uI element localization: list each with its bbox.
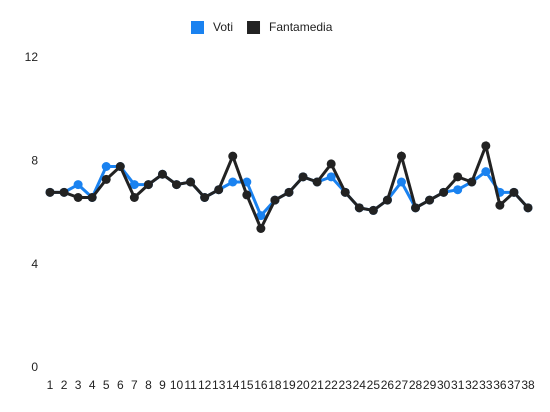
x-tick-label: 26 xyxy=(381,378,395,392)
x-tick-label: 21 xyxy=(310,378,324,392)
x-tick-label: 37 xyxy=(507,378,521,392)
data-point xyxy=(396,177,406,187)
data-point xyxy=(411,203,421,213)
data-point xyxy=(368,205,378,215)
data-point xyxy=(228,177,238,187)
x-tick-label: 36 xyxy=(493,378,507,392)
x-tick-label: 20 xyxy=(296,378,310,392)
data-point xyxy=(453,185,463,195)
data-point xyxy=(172,180,182,190)
data-point xyxy=(200,193,210,202)
y-tick-label: 4 xyxy=(31,257,38,271)
data-point xyxy=(453,172,463,182)
data-point xyxy=(270,195,280,205)
x-tick-label: 7 xyxy=(131,378,138,392)
x-tick-label: 19 xyxy=(282,378,296,392)
data-point xyxy=(73,180,83,190)
data-point xyxy=(425,195,435,205)
data-point xyxy=(59,187,69,197)
data-point xyxy=(129,180,139,190)
data-point xyxy=(396,151,406,161)
legend-label: Fantamedia xyxy=(269,20,333,34)
x-tick-label: 23 xyxy=(339,378,353,392)
x-tick-label: 28 xyxy=(409,378,423,392)
data-point xyxy=(256,211,266,221)
data-point xyxy=(228,151,238,161)
legend-label: Voti xyxy=(213,20,233,34)
x-tick-label: 38 xyxy=(521,378,535,392)
data-point xyxy=(242,177,252,187)
x-tick-label: 12 xyxy=(198,378,212,392)
data-point xyxy=(256,224,266,233)
x-tick-label: 3 xyxy=(75,378,82,392)
data-point xyxy=(45,187,55,197)
data-point xyxy=(298,172,308,182)
y-tick-label: 8 xyxy=(31,154,38,168)
x-tick-label: 4 xyxy=(89,378,96,392)
x-tick-label: 1 xyxy=(47,378,54,392)
x-tick-label: 30 xyxy=(437,378,451,392)
data-point xyxy=(284,187,294,197)
data-point xyxy=(115,162,125,171)
x-tick-label: 18 xyxy=(268,378,282,392)
data-point xyxy=(495,200,505,210)
data-point xyxy=(101,162,111,171)
x-tick-label: 31 xyxy=(451,378,465,392)
data-point xyxy=(186,177,196,187)
data-point xyxy=(354,203,364,213)
x-tick-label: 8 xyxy=(145,378,152,392)
y-tick-label: 12 xyxy=(25,50,39,64)
x-tick-label: 2 xyxy=(61,378,68,392)
data-point xyxy=(312,177,322,187)
y-tick-label: 0 xyxy=(31,360,38,374)
x-tick-label: 29 xyxy=(423,378,437,392)
data-point xyxy=(143,180,153,190)
x-tick-label: 13 xyxy=(212,378,226,392)
data-point xyxy=(439,187,449,197)
data-point xyxy=(157,169,167,179)
data-point xyxy=(382,195,392,205)
x-tick-label: 27 xyxy=(395,378,409,392)
data-point xyxy=(481,141,491,151)
data-point xyxy=(73,193,83,202)
data-point xyxy=(509,187,519,197)
x-tick-label: 24 xyxy=(353,378,367,392)
x-tick-label: 16 xyxy=(254,378,268,392)
x-tick-label: 6 xyxy=(117,378,124,392)
data-point xyxy=(87,193,97,202)
data-point xyxy=(101,174,111,184)
data-point xyxy=(214,185,224,195)
x-tick-label: 9 xyxy=(159,378,166,392)
data-point xyxy=(467,177,477,187)
legend-swatch xyxy=(191,21,204,34)
x-tick-label: 25 xyxy=(367,378,381,392)
x-tick-label: 14 xyxy=(226,378,240,392)
x-tick-label: 32 xyxy=(465,378,479,392)
data-point xyxy=(340,187,350,197)
x-tick-label: 11 xyxy=(184,378,197,392)
x-tick-label: 10 xyxy=(170,378,184,392)
x-tick-label: 5 xyxy=(103,378,110,392)
data-point xyxy=(129,193,139,202)
data-point xyxy=(523,203,533,213)
x-tick-label: 15 xyxy=(240,378,254,392)
x-tick-label: 33 xyxy=(479,378,493,392)
data-point xyxy=(326,159,336,169)
legend-swatch xyxy=(247,21,261,34)
data-point xyxy=(481,167,491,177)
data-point xyxy=(326,172,336,182)
x-tick-label: 22 xyxy=(324,378,338,392)
data-point xyxy=(242,190,252,200)
